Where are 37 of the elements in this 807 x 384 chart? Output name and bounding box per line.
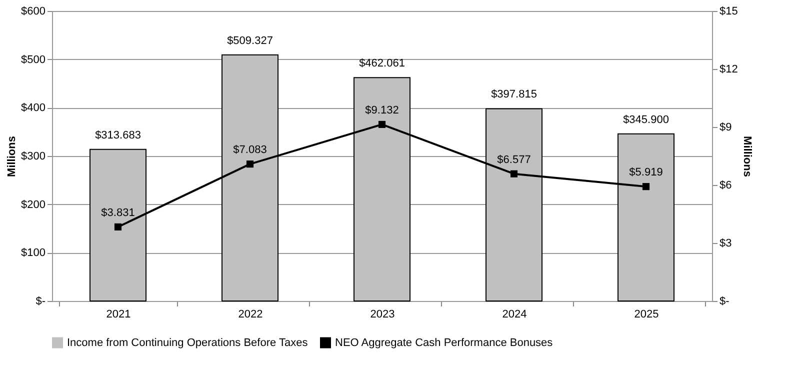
y2-tick-label: $- <box>720 296 730 308</box>
text: $3.831 <box>101 206 135 219</box>
y2-axis-title: Millions <box>740 136 753 177</box>
text: $313.683 <box>95 129 141 142</box>
x-tick-label: 2023 <box>370 308 395 320</box>
x-tick-label: 2022 <box>238 308 263 320</box>
y-tick-label: $300 <box>21 150 46 162</box>
y-tick-label: $100 <box>21 247 46 260</box>
y-tick-label: $400 <box>21 102 46 114</box>
y2-tick-label: $9 <box>720 122 732 134</box>
point <box>246 160 254 168</box>
text: $345.900 <box>623 114 669 126</box>
y2-tick-label: $3 <box>720 238 732 250</box>
x-tick-label: 2021 <box>106 308 131 320</box>
point <box>378 120 386 128</box>
y-axis-title: Millions <box>6 136 18 177</box>
point <box>114 223 122 230</box>
y-tick-label: $- <box>36 296 46 308</box>
text: $9.132 <box>365 104 399 116</box>
y-tick-label: $600 <box>21 6 46 18</box>
legend-label: Income from Continuing Operations Before Taxes <box>67 336 308 349</box>
y-tick-label: $200 <box>21 198 46 211</box>
y-tick-label: $500 <box>21 54 46 66</box>
y2-tick-label: $6 <box>720 180 732 192</box>
text: $7.083 <box>233 144 267 156</box>
text: $6.577 <box>497 154 531 166</box>
y2-tick-label: $15 <box>720 6 738 18</box>
point <box>642 183 650 190</box>
x-tick-label: 2025 <box>634 308 659 320</box>
text: $509.327 <box>227 34 273 47</box>
legend-label: NEO Aggregate Cash Performance Bonuses <box>335 336 554 349</box>
text: $462.061 <box>359 58 405 70</box>
x-tick-label: 2024 <box>502 308 527 320</box>
point <box>510 170 518 178</box>
y2-tick-label: $12 <box>720 64 738 76</box>
text: $397.815 <box>491 88 537 101</box>
text: $5.919 <box>629 166 663 179</box>
